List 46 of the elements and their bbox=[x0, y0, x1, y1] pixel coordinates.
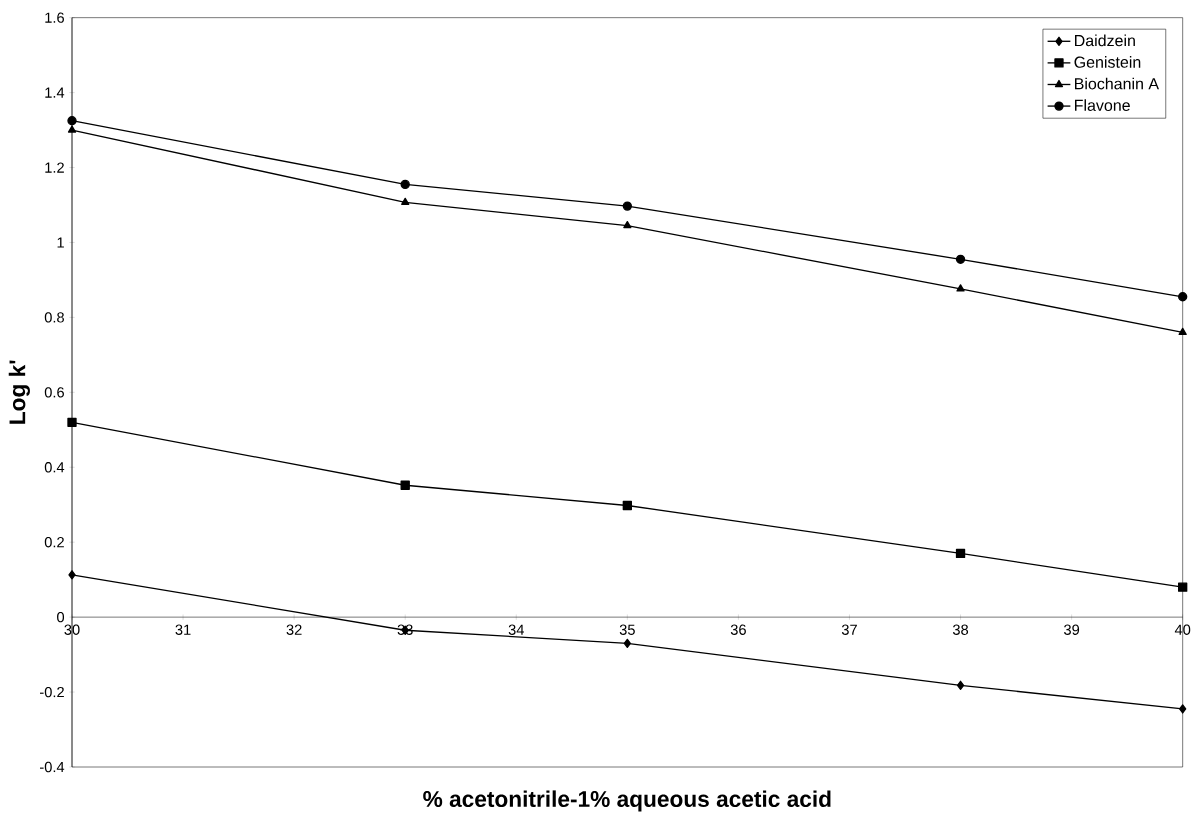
legend-label: Biochanin A bbox=[1075, 77, 1160, 90]
point bbox=[1178, 582, 1188, 592]
point bbox=[67, 125, 77, 133]
y-tick-label: 0.4 bbox=[44, 462, 65, 473]
y-tick-label: -0.2 bbox=[40, 686, 64, 698]
y-tick-label: 0.8 bbox=[44, 312, 64, 323]
point bbox=[623, 220, 632, 229]
y-tick-label: 0.6 bbox=[44, 387, 64, 398]
y-tick-label: 1.4 bbox=[45, 87, 65, 98]
legend-label: Daidzein bbox=[1075, 34, 1135, 47]
point bbox=[1179, 704, 1187, 714]
point bbox=[622, 201, 633, 211]
point bbox=[955, 548, 966, 559]
y-axis-title: Log k' bbox=[8, 360, 30, 424]
y-tick-label: 1 bbox=[57, 237, 64, 248]
x-tick-label: 39 bbox=[1064, 624, 1080, 635]
point bbox=[956, 284, 965, 292]
x-tick-label: 35 bbox=[619, 624, 635, 635]
x-axis-title: % acetonitrile-1% aqueous acetic acid bbox=[423, 790, 831, 812]
point bbox=[67, 417, 77, 427]
point bbox=[955, 254, 966, 264]
point bbox=[68, 570, 76, 580]
point bbox=[623, 638, 632, 649]
legend-label: Genistein bbox=[1074, 56, 1141, 68]
point bbox=[622, 500, 633, 511]
x-tick-label: 37 bbox=[841, 624, 857, 635]
y-tick-label: 1.2 bbox=[45, 162, 64, 173]
point bbox=[956, 680, 965, 690]
point bbox=[400, 179, 410, 190]
x-tick-label: 40 bbox=[1174, 624, 1191, 635]
point bbox=[67, 116, 77, 126]
y-tick-label: 0.2 bbox=[44, 537, 64, 548]
point bbox=[1178, 292, 1188, 302]
point bbox=[400, 480, 410, 490]
y-tick-label: -0.4 bbox=[40, 761, 65, 773]
x-tick-label: 38 bbox=[952, 624, 969, 635]
y-tick-label: 0 bbox=[57, 611, 65, 623]
point bbox=[1178, 327, 1187, 336]
y-tick-label: 1.6 bbox=[45, 12, 64, 23]
x-tick-label: 32 bbox=[286, 624, 302, 635]
legend-label: Flavone bbox=[1075, 99, 1130, 112]
x-tick-label: 36 bbox=[730, 624, 746, 635]
x-tick-label: 31 bbox=[175, 624, 191, 635]
x-tick-label: 30 bbox=[64, 624, 80, 635]
x-tick-label: 34 bbox=[508, 624, 524, 635]
point bbox=[401, 197, 410, 206]
